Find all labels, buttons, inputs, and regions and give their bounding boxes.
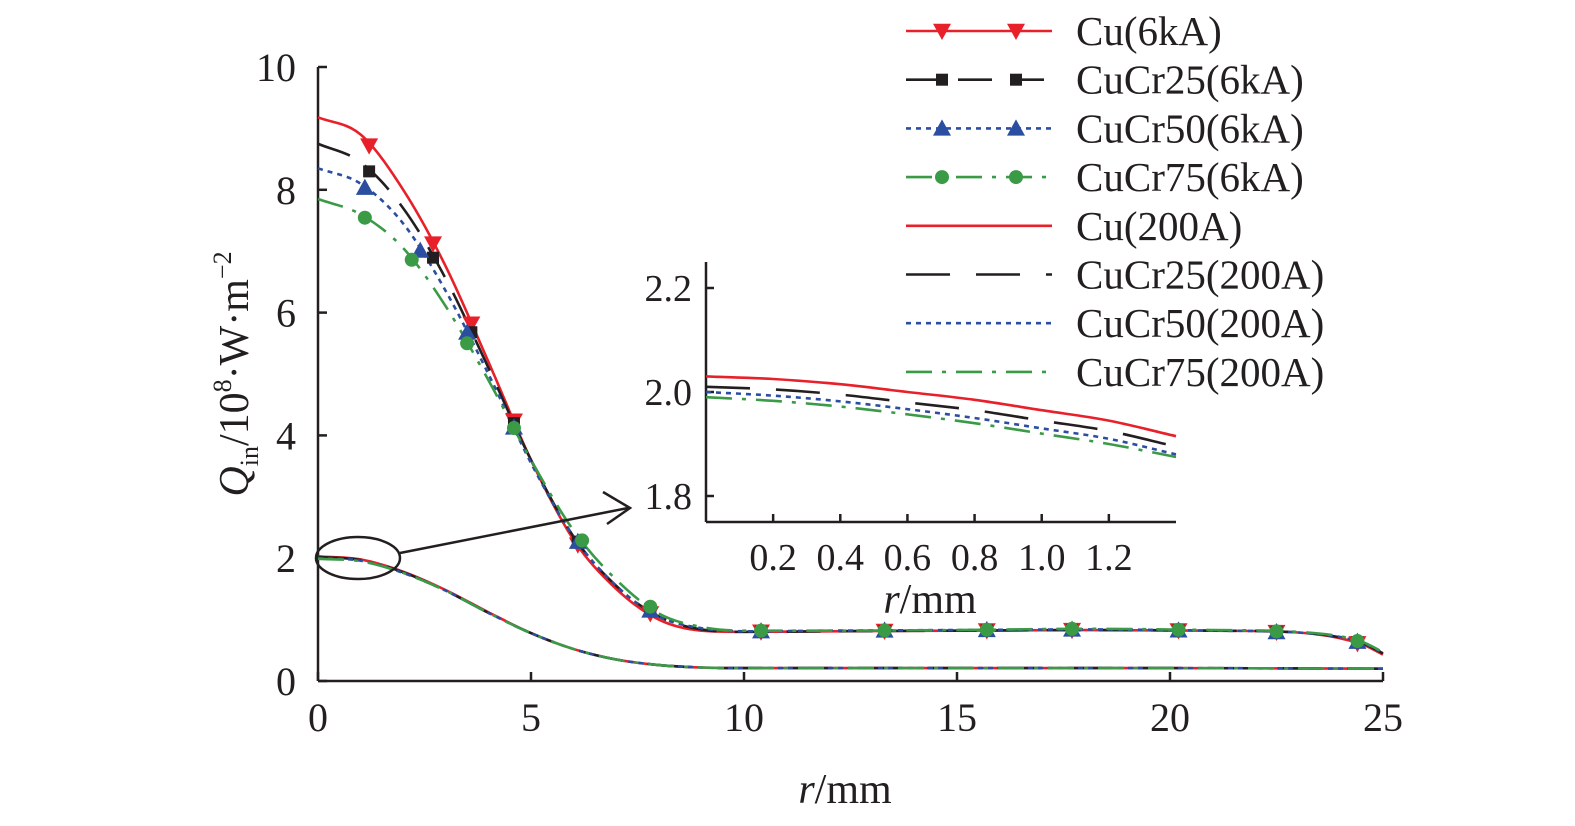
x-tick-label-15: 15 bbox=[937, 695, 977, 740]
legend-label-cucr75-6ka: CuCr75(6kA) bbox=[1076, 154, 1304, 200]
legend-marker-cucr25-6ka-a bbox=[936, 73, 948, 86]
x-tick-label-25: 25 bbox=[1363, 695, 1403, 740]
inset-ticks bbox=[706, 286, 1111, 522]
inset-series-line-cu-200a bbox=[705, 375, 1177, 438]
marker-cucr25-6ka-1 bbox=[427, 251, 440, 264]
inset-x-axis-label: r/mm bbox=[883, 577, 977, 623]
x-tick-label-5: 5 bbox=[521, 695, 541, 740]
inset-x-tick-label-0-8: 0.8 bbox=[951, 537, 999, 579]
marker-cucr75-6ka-5 bbox=[643, 599, 658, 614]
marker-cucr25-6ka-0 bbox=[363, 165, 376, 178]
legend-marker-cucr75-6ka-a bbox=[935, 170, 949, 185]
marker-cu-6ka-1 bbox=[424, 236, 443, 253]
x-axis-label: r/mm bbox=[798, 767, 892, 813]
x-tick-label-10: 10 bbox=[724, 695, 764, 740]
marker-cucr75-6ka-2 bbox=[460, 336, 475, 351]
inset-y-tick-label-1-8: 1.8 bbox=[645, 476, 693, 518]
marker-cucr75-6ka-4 bbox=[575, 533, 590, 548]
marker-cucr75-6ka-7 bbox=[877, 623, 892, 638]
legend-label-cucr50-6ka: CuCr50(6kA) bbox=[1076, 105, 1304, 151]
svg-text:Qin/108·W·m−2: Qin/108·W·m−2 bbox=[208, 251, 264, 496]
legend-marker-cucr25-6ka-b bbox=[1010, 73, 1022, 86]
zoom-arrow-head bbox=[602, 490, 633, 526]
series-line-cucr75-6ka bbox=[317, 197, 1384, 654]
main-ticks bbox=[316, 65, 1385, 683]
marker-cucr75-6ka-6 bbox=[754, 623, 769, 638]
marker-cucr50-6ka-1 bbox=[411, 241, 430, 258]
main-series bbox=[317, 116, 1384, 671]
legend-marker-cu-6ka-a bbox=[933, 23, 951, 40]
y-tick-label-6: 6 bbox=[276, 291, 296, 336]
inset-x-tick-label-0-6: 0.6 bbox=[884, 537, 932, 579]
marker-cucr75-6ka-0 bbox=[357, 210, 372, 225]
y-tick-label-2: 2 bbox=[276, 536, 296, 581]
inset-x-tick-label-1-0: 1.0 bbox=[1018, 537, 1066, 579]
inset-x-tick-label-1-2: 1.2 bbox=[1085, 537, 1133, 579]
y-tick-label-4: 4 bbox=[276, 413, 296, 458]
y-tick-label-10: 10 bbox=[256, 45, 296, 90]
marker-cucr50-6ka-2 bbox=[458, 323, 477, 340]
marker-cucr75-6ka-1 bbox=[404, 252, 419, 267]
legend-marker-cucr50-6ka-b bbox=[1007, 119, 1025, 136]
main-tick-labels: 0 5 10 15 20 25 0 2 4 6 8 10 bbox=[256, 45, 1403, 740]
zoom-ellipse bbox=[314, 535, 402, 581]
legend-marker-cu-6ka-b bbox=[1007, 23, 1025, 40]
legend-label-cucr75-200a: CuCr75(200A) bbox=[1076, 349, 1324, 395]
main-plot: 0 5 10 15 20 25 0 2 4 6 8 10 r/mm Qin/108·W·m−2 bbox=[208, 45, 1403, 813]
marker-cu-6ka-0 bbox=[360, 138, 379, 155]
inset-y-tick-label-2-2: 2.2 bbox=[645, 268, 693, 310]
legend-label-cucr50-200a: CuCr50(200A) bbox=[1076, 300, 1324, 346]
inset-y-tick-label-2-0: 2.0 bbox=[645, 372, 693, 414]
inset-series-line-cucr25-200a bbox=[705, 385, 1177, 448]
inset-series bbox=[705, 375, 1177, 459]
marker-cucr75-6ka-8 bbox=[979, 622, 994, 637]
legend-label-cucr25-200a: CuCr25(200A) bbox=[1076, 252, 1324, 298]
marker-cucr75-6ka-10 bbox=[1171, 622, 1186, 637]
x-tick-label-20: 20 bbox=[1150, 695, 1190, 740]
marker-cucr75-6ka-12 bbox=[1350, 634, 1365, 649]
legend-marker-cucr50-6ka-a bbox=[933, 119, 951, 136]
zoom-arrow-line bbox=[399, 506, 629, 555]
marker-cucr75-6ka-9 bbox=[1065, 621, 1080, 636]
series-line-cucr75-200a bbox=[317, 557, 1384, 671]
y-tick-label-8: 8 bbox=[276, 168, 296, 213]
x-tick-label-0: 0 bbox=[308, 695, 328, 740]
inset-x-tick-label-0-4: 0.4 bbox=[817, 537, 865, 579]
inset-tick-labels: 0.2 0.4 0.6 0.8 1.0 1.2 1.8 2.0 2.2 bbox=[645, 268, 1133, 579]
marker-cucr75-6ka-11 bbox=[1269, 624, 1284, 639]
marker-cucr75-6ka-3 bbox=[506, 421, 521, 436]
y-tick-label-0: 0 bbox=[276, 659, 296, 704]
marker-cu-6ka-2 bbox=[462, 316, 481, 333]
legend: Cu(6kA)CuCr25(6kA)CuCr50(6kA)CuCr75(6kA)… bbox=[906, 8, 1324, 395]
marker-cucr50-6ka-0 bbox=[355, 178, 374, 195]
legend-label-cucr25-6ka: CuCr25(6kA) bbox=[1076, 57, 1304, 103]
legend-marker-cucr75-6ka-b bbox=[1009, 170, 1023, 185]
inset-plot: 0.2 0.4 0.6 0.8 1.0 1.2 1.8 2.0 2.2 r/mm bbox=[645, 262, 1177, 623]
legend-label-cu-200a: Cu(200A) bbox=[1076, 203, 1242, 249]
inset-x-tick-label-0-2: 0.2 bbox=[749, 537, 797, 579]
y-axis-label: Qin/108·W·m−2 bbox=[208, 251, 264, 496]
inset-series-line-cucr75-200a bbox=[705, 395, 1177, 459]
main-markers bbox=[355, 138, 1367, 653]
inset-series-line-cucr50-200a bbox=[705, 390, 1177, 456]
legend-label-cu-6ka: Cu(6kA) bbox=[1076, 8, 1222, 54]
